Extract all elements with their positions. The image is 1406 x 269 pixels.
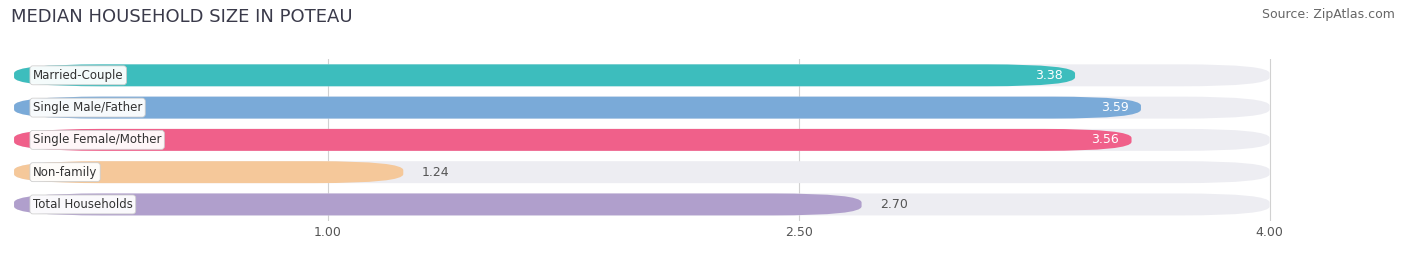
Text: Married-Couple: Married-Couple — [32, 69, 124, 82]
Text: 1.24: 1.24 — [422, 166, 450, 179]
Text: 3.56: 3.56 — [1091, 133, 1119, 146]
Text: 3.38: 3.38 — [1035, 69, 1063, 82]
FancyBboxPatch shape — [14, 97, 1140, 119]
Text: Single Female/Mother: Single Female/Mother — [32, 133, 162, 146]
Text: Non-family: Non-family — [32, 166, 97, 179]
FancyBboxPatch shape — [14, 97, 1270, 119]
FancyBboxPatch shape — [14, 161, 1270, 183]
FancyBboxPatch shape — [14, 161, 404, 183]
Text: Total Households: Total Households — [32, 198, 132, 211]
FancyBboxPatch shape — [14, 193, 1270, 215]
FancyBboxPatch shape — [14, 129, 1132, 151]
FancyBboxPatch shape — [14, 64, 1270, 86]
FancyBboxPatch shape — [14, 64, 1076, 86]
FancyBboxPatch shape — [14, 193, 862, 215]
Text: Source: ZipAtlas.com: Source: ZipAtlas.com — [1261, 8, 1395, 21]
Text: Single Male/Father: Single Male/Father — [32, 101, 142, 114]
Text: 3.59: 3.59 — [1101, 101, 1129, 114]
FancyBboxPatch shape — [14, 129, 1270, 151]
Text: 2.70: 2.70 — [880, 198, 908, 211]
Text: MEDIAN HOUSEHOLD SIZE IN POTEAU: MEDIAN HOUSEHOLD SIZE IN POTEAU — [11, 8, 353, 26]
